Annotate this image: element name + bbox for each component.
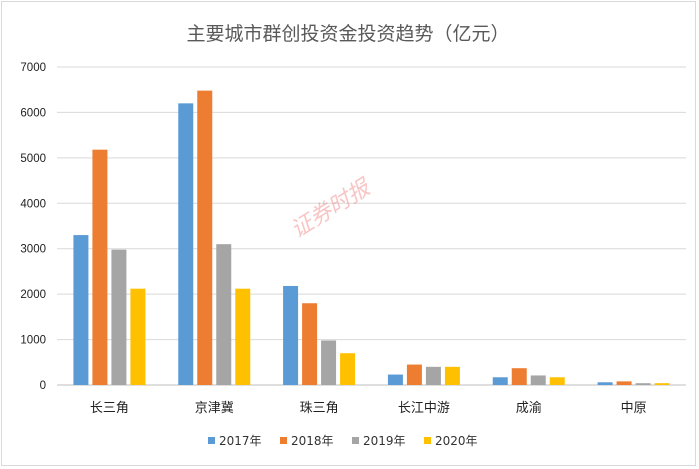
watermark: 证券时报 bbox=[287, 174, 377, 243]
legend-item: 2017年 bbox=[208, 434, 262, 448]
bar bbox=[425, 366, 441, 385]
category-label: 珠三角 bbox=[300, 401, 339, 416]
bar bbox=[283, 285, 299, 385]
chart-title: 主要城市群创投资金投资趋势（亿元） bbox=[186, 23, 509, 45]
bars bbox=[73, 90, 670, 385]
y-tick-label: 3000 bbox=[20, 244, 46, 256]
bar bbox=[321, 340, 337, 385]
legend-item: 2018年 bbox=[280, 434, 334, 448]
bar bbox=[235, 288, 251, 385]
bar bbox=[549, 377, 565, 385]
y-tick-label: 5000 bbox=[20, 153, 46, 165]
bar bbox=[302, 303, 318, 385]
legend-label: 2019年 bbox=[363, 434, 406, 448]
y-axis-ticks: 0 1000 2000 3000 4000 5000 6000 7000 bbox=[20, 62, 46, 392]
x-axis-categories: 长三角 京津冀 珠三角 长江中游 成渝 中原 bbox=[90, 400, 647, 416]
legend-label: 2018年 bbox=[291, 434, 334, 448]
legend-swatch bbox=[352, 437, 359, 444]
legend-item: 2020年 bbox=[424, 434, 478, 448]
y-tick-label: 0 bbox=[40, 380, 46, 392]
bar bbox=[73, 235, 89, 385]
bar bbox=[387, 374, 403, 385]
y-tick-label: 1000 bbox=[20, 335, 46, 347]
bar bbox=[178, 103, 194, 385]
legend-swatch bbox=[424, 437, 431, 444]
bar bbox=[130, 288, 146, 385]
legend-swatch bbox=[280, 437, 287, 444]
legend-label: 2020年 bbox=[435, 434, 478, 448]
bar bbox=[197, 90, 213, 385]
y-tick-label: 7000 bbox=[20, 62, 46, 74]
bar bbox=[492, 377, 508, 385]
legend-item: 2019年 bbox=[352, 434, 406, 448]
category-label: 成渝 bbox=[516, 400, 542, 416]
bar bbox=[444, 366, 460, 385]
bar bbox=[511, 368, 527, 385]
bar bbox=[111, 249, 127, 385]
bar bbox=[92, 149, 108, 385]
bar bbox=[654, 383, 670, 385]
y-tick-label: 2000 bbox=[20, 289, 46, 301]
gridlines bbox=[57, 66, 686, 386]
y-tick-label: 4000 bbox=[20, 198, 46, 210]
category-label: 京津冀 bbox=[195, 400, 234, 416]
bar bbox=[635, 383, 651, 385]
y-tick-label: 6000 bbox=[20, 107, 46, 119]
category-label: 长三角 bbox=[90, 401, 129, 416]
legend-label: 2017年 bbox=[219, 434, 262, 448]
bar bbox=[216, 244, 232, 385]
bar bbox=[530, 375, 546, 385]
bar bbox=[406, 364, 422, 385]
legend: 2017年 2018年 2019年 2020年 bbox=[208, 434, 478, 448]
category-label: 中原 bbox=[621, 401, 647, 416]
legend-swatch bbox=[208, 437, 215, 444]
bar bbox=[616, 381, 632, 385]
category-label: 长江中游 bbox=[398, 401, 450, 416]
bar bbox=[597, 382, 613, 385]
bar bbox=[340, 353, 356, 385]
